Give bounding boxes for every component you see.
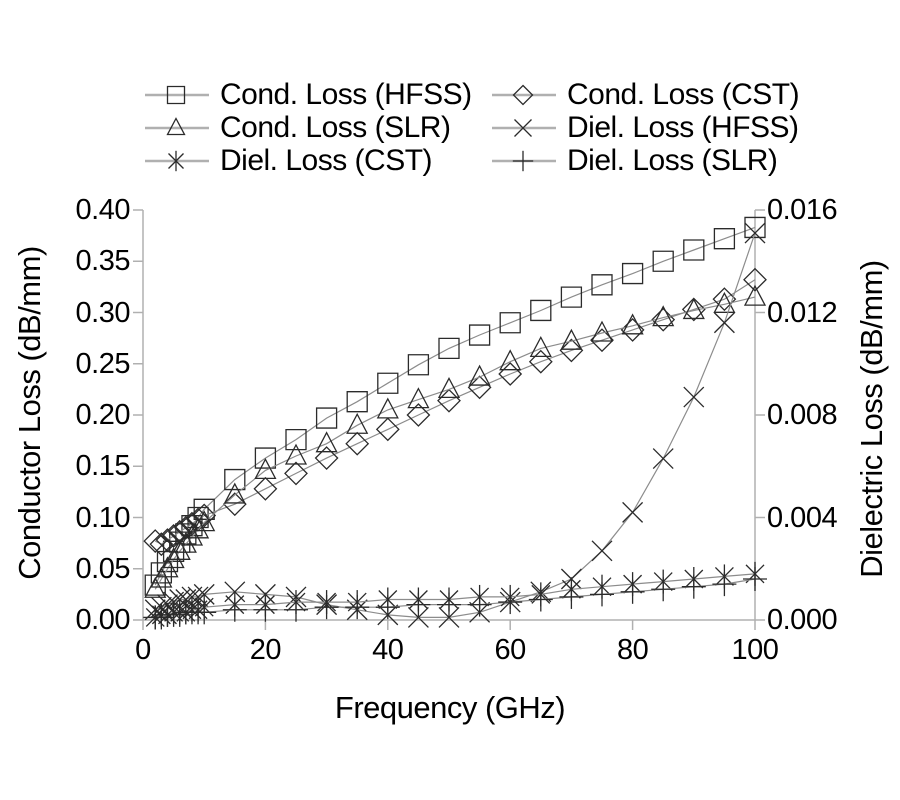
x-axis-tick-label: 40: [372, 634, 404, 666]
legend-label: Cond. Loss (SLR): [220, 110, 451, 144]
x-axis-tick-label: 0: [135, 634, 151, 666]
legend-row: Diel. Loss (CST) Diel. Loss (SLR): [143, 144, 783, 177]
left-axis-tick-label: 0.30: [75, 296, 131, 329]
left-axis-tick-label: 0.35: [75, 245, 131, 278]
left-axis-tick-label: 0.05: [75, 552, 131, 585]
triangle-marker-icon: [145, 116, 209, 135]
right-axis-tick-label: 0.016: [767, 194, 838, 226]
x-axis-tick-label: 100: [731, 634, 779, 666]
right-axis-tick-label: 0.004: [767, 501, 838, 534]
x-axis-tick-label: 80: [616, 634, 649, 666]
x-axis-tick-label: 60: [494, 634, 527, 666]
legend-label: Diel. Loss (HFSS): [567, 110, 799, 144]
legend-label: Cond. Loss (CST): [567, 77, 800, 111]
legend-item-cond-loss-hfss: Cond. Loss (HFSS): [143, 78, 490, 111]
x-axis-title: Frequency (GHz): [334, 690, 566, 725]
legend-label: Diel. Loss (CST): [220, 143, 433, 177]
chart-legend: Cond. Loss (HFSS) Cond. Loss (CST) Cond.…: [143, 78, 800, 177]
legend-row: Cond. Loss (SLR) Diel. Loss (HFSS): [143, 111, 799, 144]
legend-item-diel-loss-cst: Diel. Loss (CST): [143, 144, 490, 177]
right-axis-title: Dielectric Loss (dB/mm): [854, 260, 889, 578]
legend-item-cond-loss-cst: Cond. Loss (CST): [490, 77, 800, 111]
x-axis-tick-label: 20: [249, 634, 282, 666]
right-axis-tick-label: 0.012: [767, 296, 838, 329]
right-axis-tick-label: 0.000: [767, 604, 838, 636]
legend-item-cond-loss-slr: Cond. Loss (SLR): [143, 111, 490, 144]
left-axis-tick-label: 0.25: [75, 347, 131, 380]
left-axis-tick-label: 0.20: [75, 399, 131, 431]
diamond-marker-icon: [492, 84, 556, 105]
plus-marker-icon: [492, 150, 556, 171]
left-axis-tick-label: 0.40: [75, 194, 131, 226]
legend-item-diel-loss-slr: Diel. Loss (SLR): [490, 143, 778, 177]
x-marker-icon: [492, 118, 556, 137]
asterisk-marker-icon: [145, 150, 209, 171]
left-axis-tick-label: 0.15: [75, 450, 131, 483]
legend-label: Diel. Loss (SLR): [567, 143, 778, 177]
right-axis-tick-label: 0.008: [767, 399, 838, 431]
left-axis-tick-label: 0.00: [75, 604, 131, 636]
legend-row: Cond. Loss (HFSS) Cond. Loss (CST): [143, 78, 800, 111]
left-axis-tick-label: 0.10: [75, 501, 131, 534]
legend-label: Cond. Loss (HFSS): [220, 77, 472, 111]
square-marker-icon: [145, 85, 209, 104]
legend-item-diel-loss-hfss: Diel. Loss (HFSS): [490, 111, 799, 144]
